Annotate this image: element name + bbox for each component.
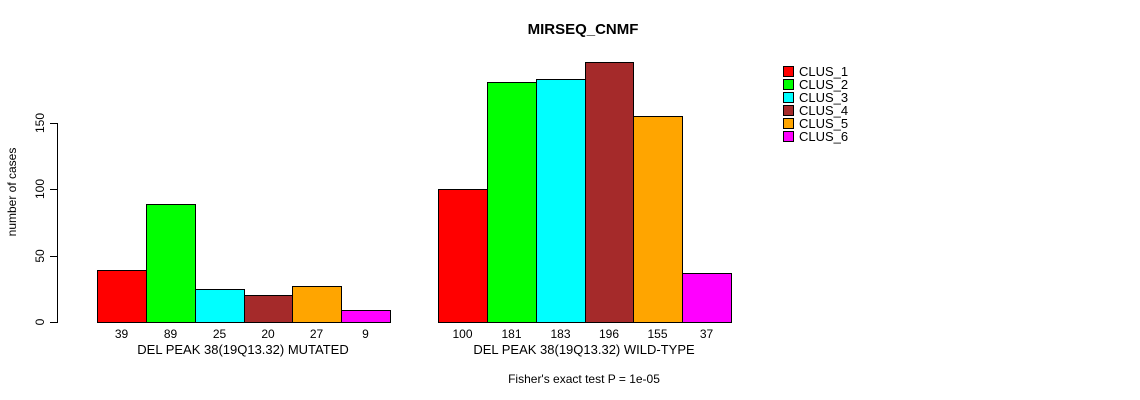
y-tick-label-text: 0 bbox=[33, 318, 47, 326]
legend-item-label: CLUS_5 bbox=[799, 116, 849, 131]
y-tick-label-text: 150 bbox=[33, 112, 47, 134]
legend-item-label: CLUS_6 bbox=[799, 129, 849, 144]
bar-clus_2-group2 bbox=[487, 82, 537, 323]
legend-item-label: CLUS_4 bbox=[799, 103, 849, 118]
legend-swatch-clus_6 bbox=[783, 131, 794, 142]
bar-clus_6-group1 bbox=[341, 310, 391, 323]
bar-value-label: 100 bbox=[452, 327, 473, 341]
legend-item-clus_5: CLUS_5 bbox=[783, 116, 849, 131]
bar-clus_3-group1 bbox=[195, 289, 245, 323]
y-axis-line bbox=[57, 123, 58, 323]
bar-clus_4-group2 bbox=[585, 62, 634, 323]
bar-value-label: 89 bbox=[163, 327, 178, 341]
legend-item-clus_3: CLUS_3 bbox=[783, 90, 849, 105]
y-tick-label-text: 50 bbox=[33, 248, 47, 263]
legend-item-clus_4: CLUS_4 bbox=[783, 103, 849, 118]
legend-swatch-clus_2 bbox=[783, 79, 794, 90]
legend-swatch-clus_3 bbox=[783, 92, 794, 103]
x-axis-group-label-wild-type: DEL PEAK 38(19Q13.32) WILD-TYPE bbox=[473, 342, 695, 357]
y-tick-100 bbox=[50, 189, 58, 190]
bar-clus_6-group2 bbox=[682, 273, 732, 323]
bar-value-label: 9 bbox=[362, 327, 369, 341]
y-tick-label-text: 100 bbox=[33, 179, 47, 200]
fisher-test-annotation: Fisher's exact test P = 1e-05 bbox=[508, 372, 660, 386]
legend-item-label: CLUS_2 bbox=[799, 77, 849, 92]
bar-clus_2-group1 bbox=[146, 204, 196, 323]
bar-value-label: 37 bbox=[699, 327, 714, 341]
bar-clus_1-group2 bbox=[438, 189, 488, 323]
legend-item-clus_1: CLUS_1 bbox=[783, 64, 849, 79]
legend-swatch-clus_5 bbox=[783, 118, 794, 129]
x-axis-group-label-mutated: DEL PEAK 38(19Q13.32) MUTATED bbox=[137, 342, 349, 357]
legend-swatch-clus_1 bbox=[783, 66, 794, 77]
legend-item-label: CLUS_1 bbox=[799, 64, 849, 79]
bar-clus_4-group1 bbox=[244, 295, 293, 323]
bar-clus_5-group1 bbox=[292, 286, 342, 323]
legend-item-clus_6: CLUS_6 bbox=[783, 129, 849, 144]
bar-clus_3-group2 bbox=[536, 79, 586, 323]
y-tick-0 bbox=[50, 322, 58, 323]
bar-value-label: 39 bbox=[114, 327, 129, 341]
legend-item-label: CLUS_3 bbox=[799, 90, 849, 105]
bar-value-label: 181 bbox=[501, 327, 522, 341]
y-axis-title-text: number of cases bbox=[5, 147, 19, 237]
bar-clus_1-group1 bbox=[97, 270, 147, 323]
chart-title: MIRSEQ_CNMF bbox=[527, 21, 639, 38]
y-tick-150 bbox=[50, 123, 58, 124]
legend-swatch-clus_4 bbox=[783, 105, 794, 116]
bar-value-label: 196 bbox=[598, 327, 620, 341]
legend-item-clus_2: CLUS_2 bbox=[783, 77, 849, 92]
bar-value-label: 27 bbox=[309, 327, 324, 341]
bar-value-label: 20 bbox=[261, 327, 275, 341]
y-tick-50 bbox=[50, 256, 58, 257]
bar-clus_5-group2 bbox=[633, 116, 683, 323]
bar-value-label: 155 bbox=[647, 327, 668, 341]
bar-value-label: 183 bbox=[550, 327, 571, 341]
bar-value-label: 25 bbox=[212, 327, 227, 341]
